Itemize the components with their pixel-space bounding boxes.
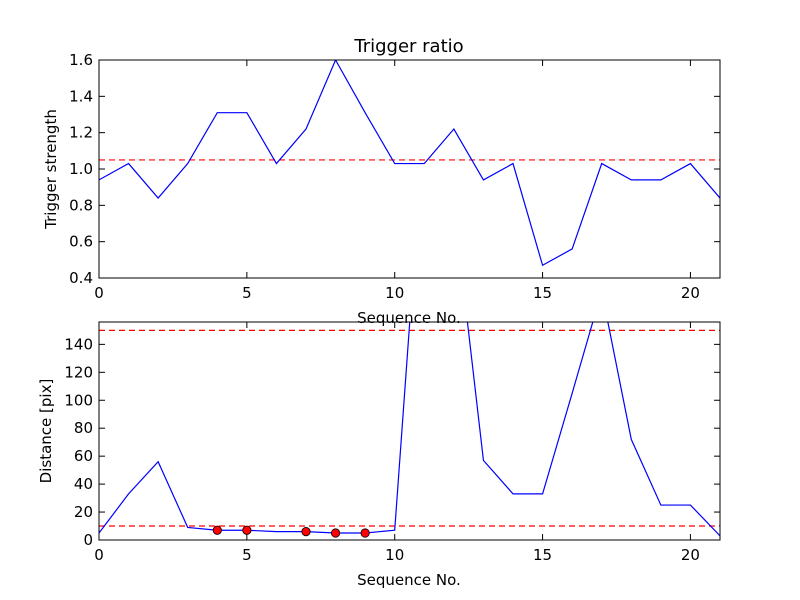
x-tick-label: 0: [94, 546, 104, 564]
data-point-marker: [301, 527, 311, 537]
y-tick-label: 0.8: [69, 196, 93, 214]
y-tick-label: 60: [74, 447, 93, 465]
x-tick-label: 5: [242, 284, 252, 302]
y-tick-label: 0.6: [69, 233, 93, 251]
data-series-line: [99, 60, 720, 267]
y-tick-label: 100: [64, 391, 93, 409]
data-point-marker: [330, 528, 341, 538]
x-tick-label: 15: [533, 284, 552, 302]
y-tick-label: 1.0: [69, 160, 93, 178]
y-tick-label: 1.4: [69, 87, 93, 105]
y-tick-label: 1.2: [69, 124, 93, 142]
y-axis-label: Trigger strength: [42, 109, 60, 230]
chart-title: Trigger ratio: [353, 36, 463, 57]
x-axis-label: Sequence No.: [357, 571, 461, 589]
y-tick-label: 80: [74, 419, 93, 437]
data-point-marker: [212, 525, 222, 535]
x-tick-label: 10: [385, 284, 404, 302]
plot-area: [99, 322, 720, 537]
x-tick-label: 15: [533, 546, 552, 564]
trigger-ratio-panel: Trigger ratio Sequence No. Trigger stren…: [42, 36, 721, 327]
distance-panel: Sequence No. Distance [pix] 0 5 10 15 20 0 20 4…: [37, 321, 721, 589]
x-tick-label: 20: [681, 546, 700, 564]
y-tick-label: 0.4: [69, 269, 93, 287]
y-tick-label: 0: [83, 531, 93, 549]
x-tick-label: 20: [681, 284, 700, 302]
x-tick-label: 5: [242, 546, 252, 564]
data-point-marker: [242, 525, 252, 535]
axes-frame: [98, 321, 721, 541]
x-tick-label: 10: [385, 546, 404, 564]
y-tick-label: 20: [74, 503, 93, 521]
x-tick-label: 0: [94, 284, 104, 302]
plot-area: [99, 60, 720, 267]
y-tick-label: 140: [64, 335, 93, 353]
data-point-marker: [360, 528, 370, 538]
y-tick-label: 40: [74, 475, 93, 493]
y-tick-label: 1.6: [69, 51, 93, 69]
y-axis-label: Distance [pix]: [37, 379, 55, 484]
y-tick-label: 120: [64, 363, 93, 381]
data-series-line: [99, 322, 720, 537]
